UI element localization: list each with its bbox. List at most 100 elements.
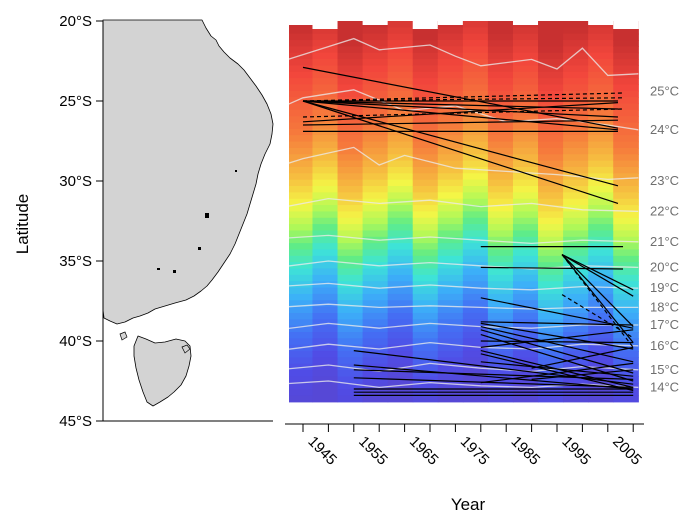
- heat-cell: [462, 33, 489, 41]
- heat-cell: [462, 338, 489, 346]
- heat-cell: [337, 249, 364, 257]
- heat-cell: [262, 376, 288, 383]
- heat-cell: [487, 351, 514, 358]
- heat-cell: [412, 217, 439, 225]
- heat-cell: [563, 135, 589, 143]
- heat-cell: [563, 255, 589, 263]
- heat-cell: [337, 300, 364, 308]
- heat-cell: [437, 255, 464, 263]
- heat-cell: [262, 326, 288, 333]
- heat-cell: [538, 154, 564, 162]
- heat-cell: [613, 331, 639, 339]
- heat-cell: [387, 192, 414, 200]
- heat-cell: [337, 179, 364, 187]
- mainland-australia: [102, 19, 274, 325]
- heat-cell: [462, 186, 489, 193]
- heat-cell: [512, 33, 539, 41]
- heat-cell: [487, 141, 514, 149]
- heat-cell: [289, 255, 314, 263]
- heat-cell: [487, 71, 514, 79]
- heat-cell: [412, 154, 439, 162]
- heat-cell: [437, 293, 464, 301]
- heat-cell: [487, 21, 514, 28]
- heat-cell: [437, 287, 464, 295]
- heat-cell: [512, 71, 539, 79]
- heat-cell: [487, 306, 514, 314]
- heat-cell: [538, 71, 564, 79]
- heat-cell: [337, 160, 364, 168]
- heat-cell: [262, 199, 288, 206]
- heat-cell: [262, 173, 288, 180]
- heat-cell: [289, 33, 314, 41]
- heat-cell: [462, 319, 489, 327]
- heat-cell: [362, 173, 389, 181]
- range-shift-line: [480, 329, 634, 348]
- heat-cell: [412, 351, 439, 358]
- heat-cell: [538, 268, 564, 276]
- heat-cell: [563, 160, 589, 168]
- heat-cell: [262, 167, 288, 174]
- heat-cell: [262, 27, 288, 34]
- heat-cell: [412, 198, 439, 206]
- isotherm-line: [289, 37, 639, 77]
- heat-cell: [588, 293, 614, 301]
- heat-cell: [412, 357, 439, 365]
- heat-cell: [387, 84, 414, 92]
- heat-cell: [337, 84, 364, 92]
- heat-cell: [563, 319, 589, 327]
- heat-cell: [588, 33, 614, 41]
- heat-cell: [412, 71, 439, 79]
- heat-cell: [289, 243, 314, 251]
- heat-cell: [312, 281, 339, 289]
- heat-cell: [512, 116, 539, 124]
- heat-cell: [312, 224, 339, 232]
- heat-cell: [437, 243, 464, 251]
- heat-cell: [588, 78, 614, 86]
- heat-cell: [412, 211, 439, 219]
- heat-cell: [312, 65, 339, 73]
- heat-cell: [262, 78, 288, 85]
- heat-cell: [312, 287, 339, 295]
- heat-cell: [387, 338, 414, 346]
- isotherm-line: [289, 146, 639, 181]
- heat-cell: [289, 84, 314, 92]
- heat-cell: [289, 103, 314, 111]
- range-shift-line-dashed: [302, 97, 624, 102]
- heat-cell: [613, 395, 639, 403]
- heat-cell: [588, 40, 614, 47]
- heat-cell: [512, 46, 539, 54]
- heat-cell: [563, 109, 589, 117]
- heat-cell: [462, 90, 489, 98]
- heat-cell: [613, 205, 639, 212]
- heat-cell: [437, 230, 464, 238]
- heat-cell: [487, 211, 514, 219]
- heat-cell: [362, 224, 389, 232]
- heat-cell: [387, 243, 414, 251]
- heat-cell: [312, 109, 339, 117]
- heat-cell: [312, 306, 339, 314]
- heat-cell: [312, 59, 339, 67]
- heat-cell: [387, 363, 414, 371]
- heat-cell: [588, 281, 614, 289]
- heat-cell: [462, 135, 489, 143]
- heat-cell: [412, 338, 439, 346]
- heat-cell: [437, 65, 464, 73]
- heat-cell: [412, 33, 439, 41]
- heat-cell: [613, 84, 639, 92]
- isotherm-label: 23°C: [650, 173, 679, 188]
- isotherm-label: 25°C: [650, 83, 679, 98]
- heat-cell: [337, 338, 364, 346]
- heat-cell: [437, 363, 464, 371]
- heat-cell: [412, 46, 439, 54]
- heat-cell: [437, 319, 464, 327]
- heat-cell: [613, 338, 639, 346]
- heat-cell: [387, 179, 414, 187]
- heat-cell: [487, 312, 514, 320]
- heat-cell: [538, 217, 564, 225]
- heat-cell: [487, 205, 514, 212]
- heat-cell: [262, 230, 288, 237]
- heat-cell: [387, 249, 414, 257]
- heat-cell: [337, 198, 364, 206]
- heat-cell: [387, 27, 414, 35]
- heat-cell: [613, 128, 639, 136]
